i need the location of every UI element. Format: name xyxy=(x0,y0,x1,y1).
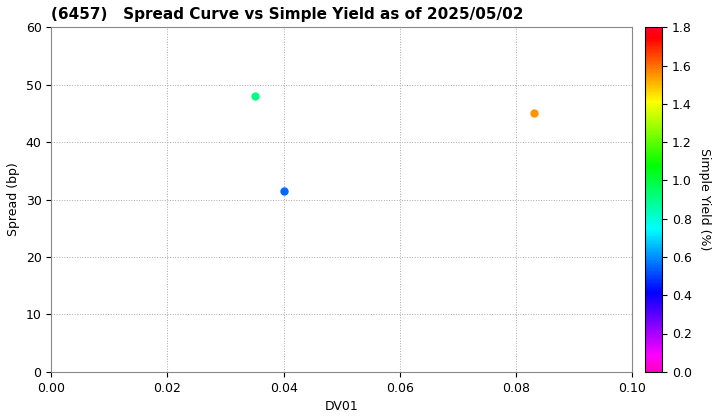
Point xyxy=(278,188,289,194)
Text: (6457)   Spread Curve vs Simple Yield as of 2025/05/02: (6457) Spread Curve vs Simple Yield as o… xyxy=(51,7,523,22)
Y-axis label: Spread (bp): Spread (bp) xyxy=(7,163,20,236)
Point xyxy=(528,110,539,117)
Y-axis label: Simple Yield (%): Simple Yield (%) xyxy=(698,148,711,251)
X-axis label: DV01: DV01 xyxy=(325,400,359,413)
Point xyxy=(249,93,261,100)
